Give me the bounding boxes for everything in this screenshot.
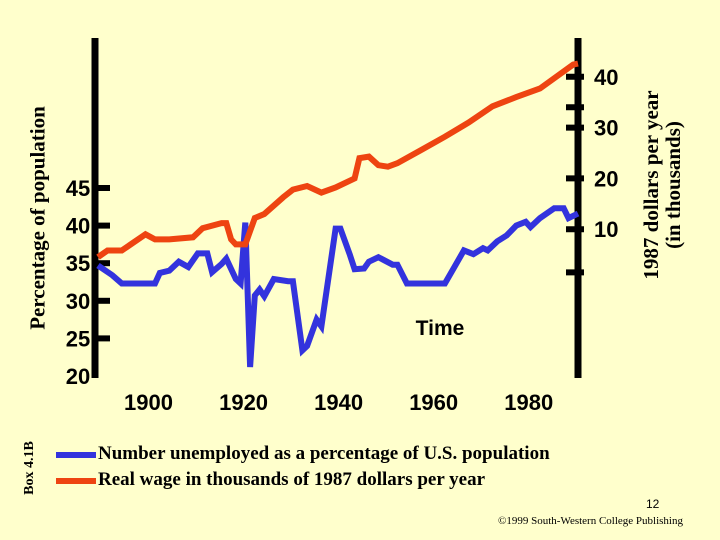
right-tick-label-40: 40 <box>594 65 618 90</box>
real-wage-line <box>96 60 579 260</box>
copyright-text: ©1999 South-Western College Publishing <box>498 515 683 527</box>
unemployment-line <box>96 205 580 368</box>
x-tick-label-1960: 1960 <box>409 390 458 415</box>
right-axis-label-line2: (in thousands) <box>661 121 685 249</box>
left-tick-label-45: 45 <box>66 176 90 201</box>
left-tick-label-40: 40 <box>66 214 90 239</box>
left-tick-label-35: 35 <box>66 251 90 276</box>
x-axis-title: Time <box>416 317 465 340</box>
left-tick-label-20: 20 <box>66 364 90 389</box>
x-tick-label-1920: 1920 <box>219 390 268 415</box>
right-axis-label: 1987 dollars per year (in thousands) <box>638 90 685 280</box>
legend-label-wage: Real wage in thousands of 1987 dollars p… <box>98 469 486 490</box>
left-tick-label-25: 25 <box>66 326 90 351</box>
right-axis-label-line1: 1987 dollars per year <box>638 90 663 280</box>
right-tick-label-10: 10 <box>594 217 618 242</box>
x-tick-label-1940: 1940 <box>314 390 363 415</box>
left-tick-label-30: 30 <box>66 289 90 314</box>
legend-label-unemployed: Number unemployed as a percentage of U.S… <box>98 443 550 464</box>
left-axis-label: Percentage of population <box>25 106 50 330</box>
right-tick-label-30: 30 <box>594 116 618 141</box>
x-tick-label-1980: 1980 <box>504 390 553 415</box>
right-tick-label-20: 20 <box>594 166 618 191</box>
box-label: Box 4.1B <box>22 441 37 495</box>
legend-swatch-blue <box>56 452 96 458</box>
legend-swatch-red <box>56 478 96 484</box>
x-tick-label-1900: 1900 <box>124 390 173 415</box>
page-number: 12 <box>646 497 660 511</box>
